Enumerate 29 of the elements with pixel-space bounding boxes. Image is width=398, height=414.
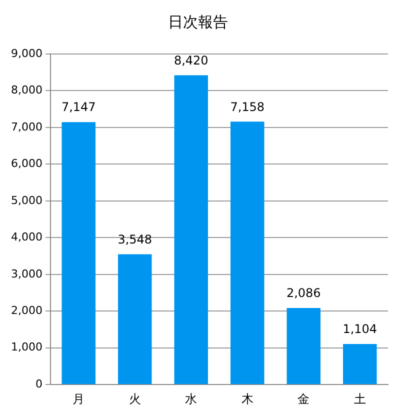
y-tick-label: 7,000	[10, 120, 42, 134]
bar	[118, 254, 152, 384]
x-tick-label: 木	[241, 392, 254, 406]
bar	[174, 75, 208, 384]
y-tick-label: 3,000	[10, 267, 42, 280]
data-label: 8,420	[174, 53, 208, 68]
data-label: 1,104	[342, 322, 378, 336]
y-tick-label: 2,000	[10, 304, 42, 317]
y-tick-label: 1,000	[10, 340, 42, 354]
x-tick-label: 土	[354, 392, 366, 406]
bar	[343, 344, 377, 384]
data-label: 2,086	[286, 286, 321, 300]
data-label: 7,147	[61, 100, 96, 114]
x-tick-label: 月	[72, 392, 85, 406]
chart-title: 日次報告	[168, 12, 228, 31]
x-tick-label: 金	[298, 392, 310, 406]
x-tick-label: 水	[185, 392, 198, 406]
data-label: 3,548	[118, 232, 152, 246]
bar	[230, 122, 264, 384]
data-label: 7,158	[230, 100, 265, 114]
y-tick-label: 9,000	[10, 46, 42, 60]
y-tick-label: 8,000	[10, 84, 42, 97]
y-tick-label: 5,000	[10, 194, 42, 207]
y-tick-label: 0	[35, 377, 42, 390]
bar	[62, 122, 96, 384]
y-tick-label: 4,000	[10, 230, 42, 244]
x-tick-label: 火	[128, 392, 141, 406]
bar	[286, 308, 320, 384]
y-tick-label: 6,000	[10, 157, 42, 170]
